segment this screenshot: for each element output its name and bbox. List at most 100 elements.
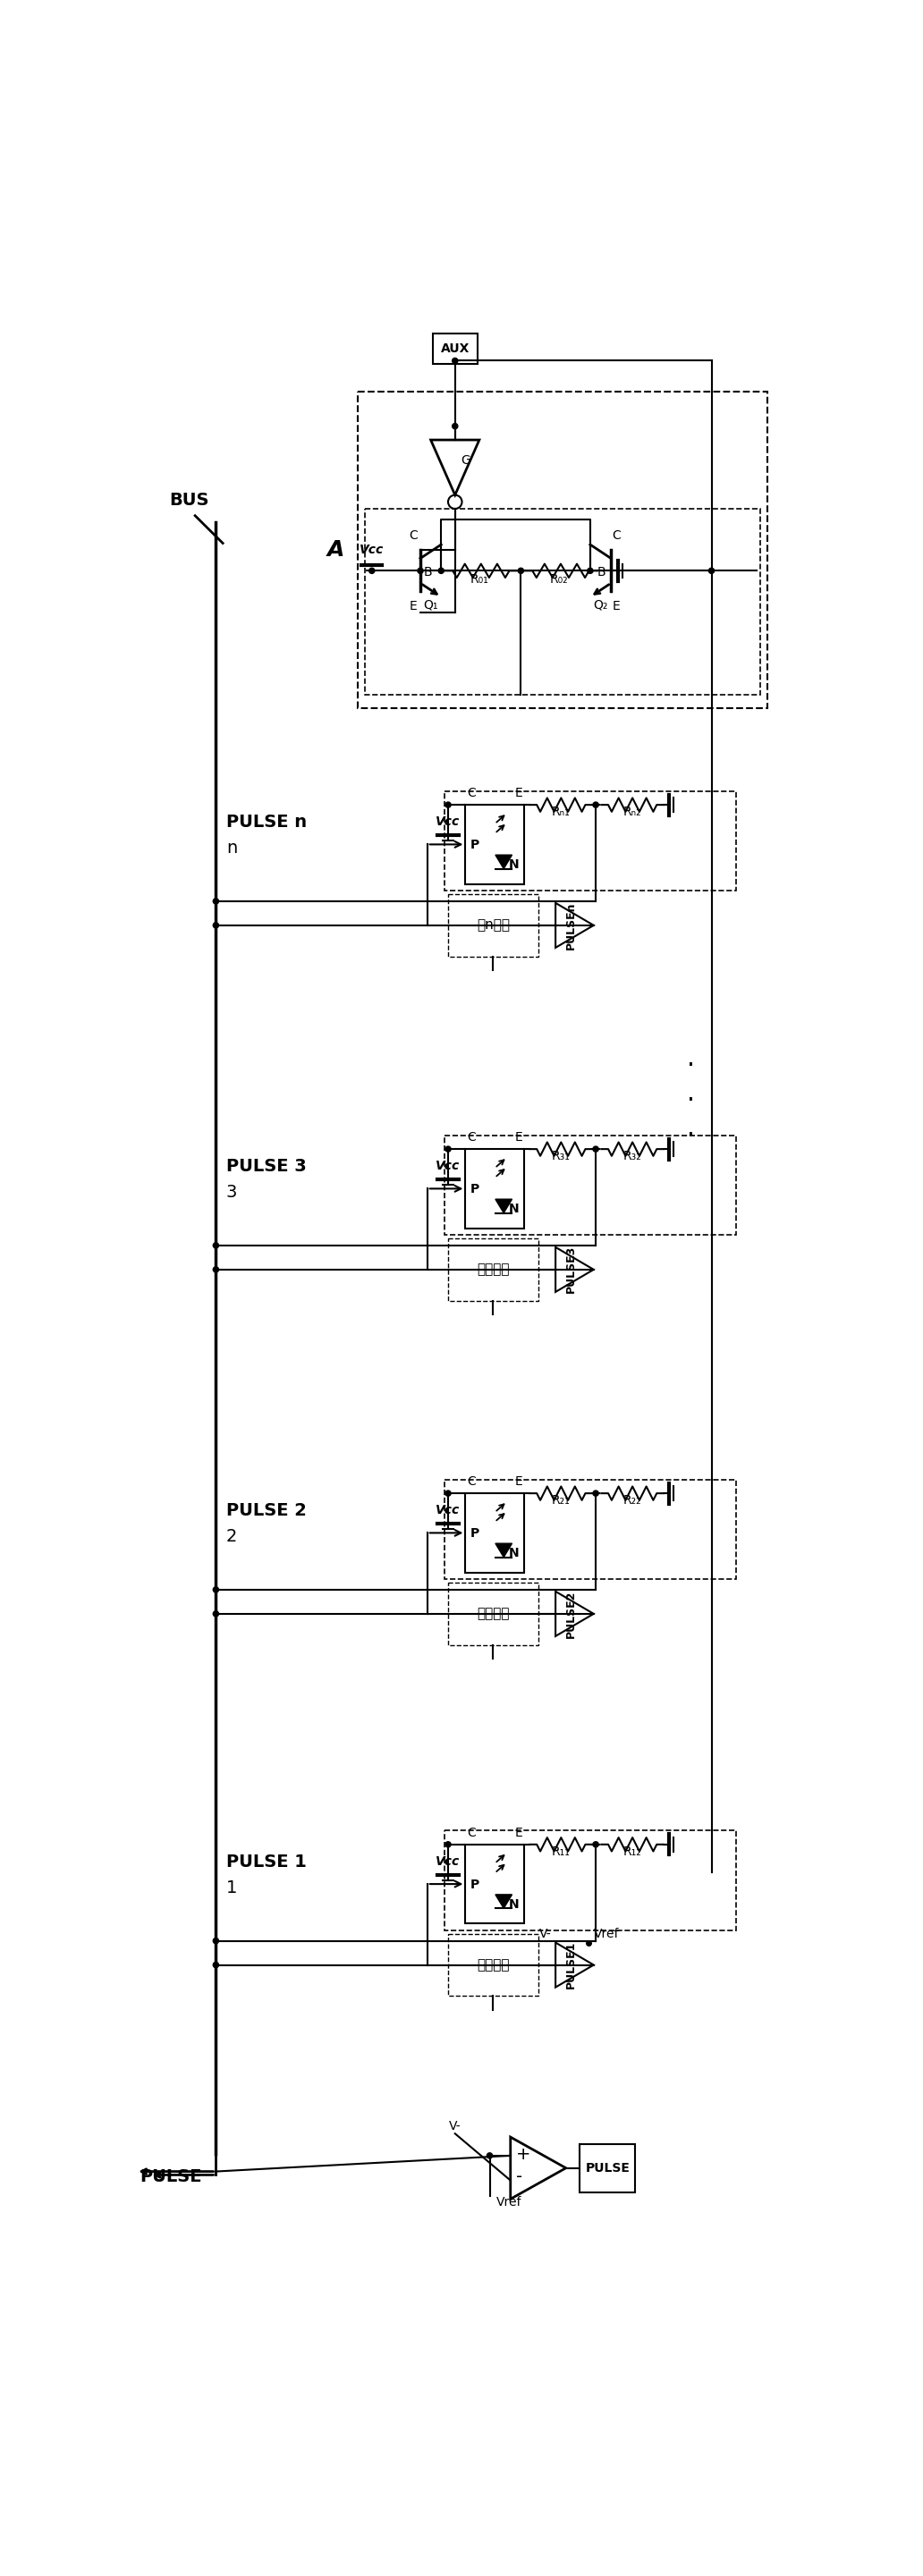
Bar: [445, 1136, 736, 1234]
Bar: [445, 1832, 736, 1929]
Circle shape: [452, 358, 458, 363]
Text: R₁₂: R₁₂: [623, 1844, 641, 1857]
Text: V-: V-: [449, 2120, 462, 2133]
Circle shape: [445, 801, 450, 809]
Text: PULSE2: PULSE2: [565, 1589, 577, 1638]
Circle shape: [445, 1842, 450, 1847]
Text: R₂₁: R₂₁: [552, 1494, 570, 1507]
Text: AUX: AUX: [440, 343, 470, 355]
Text: C: C: [467, 1131, 476, 1144]
Text: 第三模块: 第三模块: [477, 1262, 509, 1275]
Text: BUS: BUS: [169, 492, 209, 510]
Text: Vcc: Vcc: [360, 544, 384, 556]
Text: C: C: [467, 1476, 476, 1489]
Circle shape: [445, 1492, 450, 1497]
Text: V-: V-: [539, 1927, 551, 1940]
Circle shape: [593, 801, 598, 809]
Text: 3: 3: [226, 1185, 237, 1200]
Circle shape: [593, 1842, 598, 1847]
Circle shape: [369, 567, 375, 574]
Bar: [448, 1935, 538, 1996]
Text: 2: 2: [226, 1528, 237, 1546]
Circle shape: [438, 567, 444, 574]
Text: P: P: [470, 840, 479, 850]
Text: R₃₁: R₃₁: [552, 1151, 570, 1162]
Text: Vcc: Vcc: [436, 1159, 461, 1172]
Text: PULSE n: PULSE n: [226, 814, 306, 832]
Text: 第一模块: 第一模块: [477, 1958, 509, 1971]
Polygon shape: [496, 855, 512, 868]
Text: C: C: [467, 1826, 476, 1839]
Text: P: P: [470, 1182, 479, 1195]
Text: PULSE: PULSE: [139, 2169, 202, 2184]
Bar: [465, 1149, 524, 1229]
Text: Q₁: Q₁: [424, 598, 438, 611]
Text: PULSE: PULSE: [585, 2161, 629, 2174]
Text: Vcc: Vcc: [436, 817, 461, 827]
Text: 第n模块: 第n模块: [476, 920, 509, 933]
Text: -: -: [516, 2169, 522, 2184]
Circle shape: [593, 1492, 598, 1497]
Text: Vref: Vref: [497, 2197, 522, 2208]
Text: R₁₁: R₁₁: [552, 1844, 570, 1857]
Bar: [445, 791, 736, 891]
Text: Q₂: Q₂: [593, 598, 608, 611]
Text: R₀₁: R₀₁: [470, 574, 488, 585]
Text: R₂₂: R₂₂: [623, 1494, 641, 1507]
Bar: [448, 1582, 538, 1646]
Bar: [358, 392, 767, 708]
Text: PULSEn: PULSEn: [565, 902, 577, 948]
Text: R₀₂: R₀₂: [550, 574, 569, 585]
Text: N: N: [509, 858, 519, 871]
Circle shape: [518, 567, 523, 574]
Text: E: E: [514, 1826, 522, 1839]
Text: C: C: [467, 786, 476, 799]
Circle shape: [417, 567, 423, 574]
Circle shape: [487, 2154, 493, 2159]
Circle shape: [452, 422, 458, 430]
Bar: [465, 1494, 524, 1571]
Text: R₃₂: R₃₂: [623, 1151, 641, 1162]
Text: E: E: [514, 1476, 522, 1489]
Circle shape: [213, 922, 219, 927]
Text: B: B: [424, 567, 433, 580]
Circle shape: [213, 1937, 219, 1942]
Text: PULSE3: PULSE3: [565, 1247, 577, 1293]
Text: Rₙ₂: Rₙ₂: [623, 806, 641, 819]
Text: 第二模块: 第二模块: [477, 1607, 509, 1620]
Text: PULSE 2: PULSE 2: [226, 1502, 306, 1520]
Text: G: G: [461, 453, 470, 466]
Polygon shape: [496, 1200, 512, 1213]
Bar: [465, 804, 524, 884]
Text: ·
·
·: · · ·: [687, 1054, 695, 1149]
Bar: [465, 1844, 524, 1924]
Text: A: A: [327, 538, 344, 562]
Text: E: E: [613, 600, 620, 613]
Circle shape: [213, 899, 219, 904]
Text: +: +: [516, 2146, 531, 2164]
Bar: [433, 332, 477, 363]
Text: N: N: [509, 1203, 519, 1216]
Text: 1: 1: [226, 1880, 237, 1896]
Bar: [365, 510, 760, 696]
Text: N: N: [509, 1899, 519, 1911]
Circle shape: [587, 567, 593, 574]
Polygon shape: [496, 1893, 512, 1909]
Circle shape: [213, 1963, 219, 1968]
Text: P: P: [470, 1878, 479, 1891]
Circle shape: [213, 1587, 219, 1592]
Text: n: n: [226, 840, 237, 858]
Circle shape: [213, 1610, 219, 1618]
Text: E: E: [410, 600, 417, 613]
Bar: [445, 1479, 736, 1579]
Circle shape: [213, 1267, 219, 1273]
Polygon shape: [496, 1543, 512, 1558]
Text: PULSE 3: PULSE 3: [226, 1159, 306, 1175]
Text: Rₙ₁: Rₙ₁: [552, 806, 570, 819]
Text: C: C: [409, 528, 418, 541]
Text: PULSE1: PULSE1: [565, 1942, 577, 1989]
Text: Vref: Vref: [593, 1927, 619, 1940]
Bar: [448, 894, 538, 956]
Text: Vcc: Vcc: [436, 1504, 461, 1517]
Circle shape: [709, 567, 714, 574]
